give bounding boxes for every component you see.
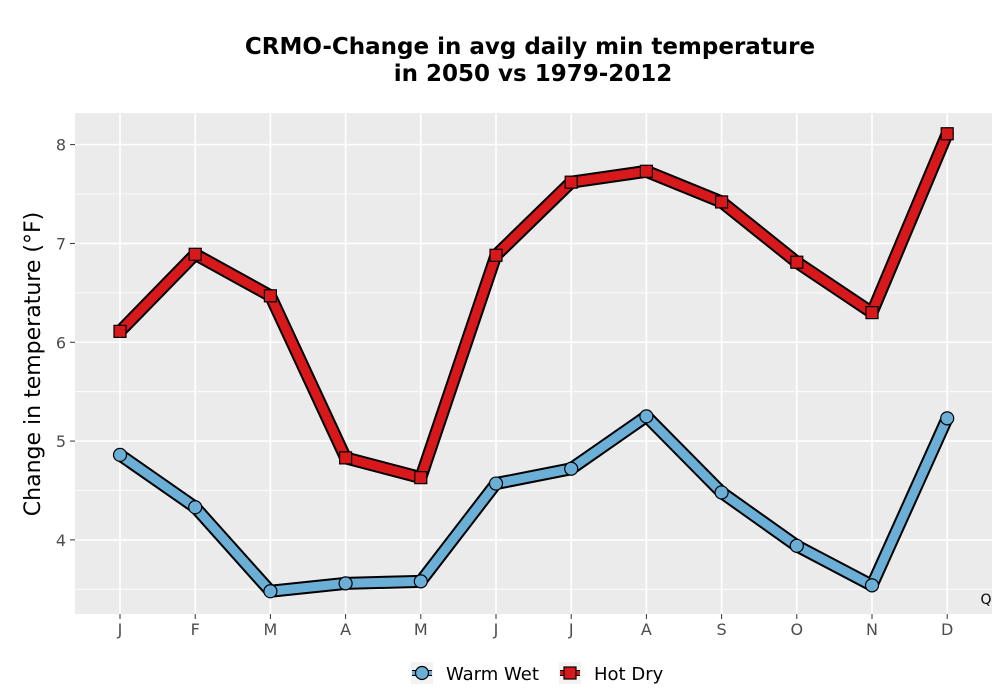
data-point	[489, 248, 503, 262]
series-hot-dry	[113, 127, 954, 485]
y-tick-label: 8	[56, 136, 66, 155]
series-warm-wet	[112, 409, 955, 599]
legend-label: Hot Dry	[594, 664, 664, 685]
x-tick-label: S	[717, 620, 727, 639]
x-tick-label: N	[866, 620, 878, 639]
legend: Warm Wet Hot Dry	[411, 662, 664, 685]
x-tick-label: A	[641, 620, 652, 639]
axis-ticks: 4 5 6 7 8 J F M A M J J A S O N D	[56, 136, 954, 639]
data-point	[564, 461, 579, 476]
x-tick-label: O	[791, 620, 804, 639]
data-point	[188, 247, 202, 261]
data-point	[413, 574, 428, 589]
x-tick-label: D	[941, 620, 953, 639]
data-point	[864, 578, 880, 593]
data-point	[564, 175, 578, 189]
x-tick-label: A	[340, 620, 351, 639]
y-tick-label: 6	[56, 333, 66, 352]
series-layer	[112, 127, 955, 599]
x-tick-label: M	[414, 620, 428, 639]
x-tick-label: J	[117, 620, 123, 639]
data-point	[940, 411, 955, 426]
y-tick-label: 7	[56, 234, 66, 253]
plot-panel	[75, 113, 992, 614]
data-point	[714, 195, 729, 209]
y-tick-label: 5	[56, 432, 66, 451]
data-point	[639, 409, 654, 424]
data-point	[263, 584, 278, 599]
corner-label: Q	[980, 592, 991, 608]
series-line	[115, 411, 952, 596]
legend-marker	[414, 665, 430, 681]
data-point	[188, 500, 203, 515]
data-point	[940, 127, 954, 141]
data-point	[414, 471, 428, 485]
x-tick-label: M	[263, 620, 277, 639]
series-line	[115, 129, 952, 483]
y-tick-label: 4	[56, 531, 66, 550]
data-point	[263, 289, 277, 303]
data-point	[338, 576, 353, 591]
chart-title-line1: CRMO-Change in avg daily min temperature	[245, 34, 815, 60]
x-tick-label: J	[493, 620, 499, 639]
data-point	[639, 164, 654, 178]
data-point	[488, 476, 504, 491]
data-point	[112, 447, 128, 463]
legend-label: Warm Wet	[446, 664, 539, 685]
data-point	[714, 485, 729, 500]
data-point	[339, 451, 353, 465]
data-point	[113, 324, 127, 338]
x-tick-label: J	[568, 620, 574, 639]
data-point	[865, 306, 879, 320]
data-point	[789, 538, 804, 553]
legend-marker	[563, 666, 577, 680]
x-tick-label: F	[191, 620, 200, 639]
chart-title-line2: in 2050 vs 1979-2012	[394, 61, 673, 87]
data-point	[790, 255, 804, 269]
y-axis-label: Change in temperature (°F)	[21, 212, 46, 516]
